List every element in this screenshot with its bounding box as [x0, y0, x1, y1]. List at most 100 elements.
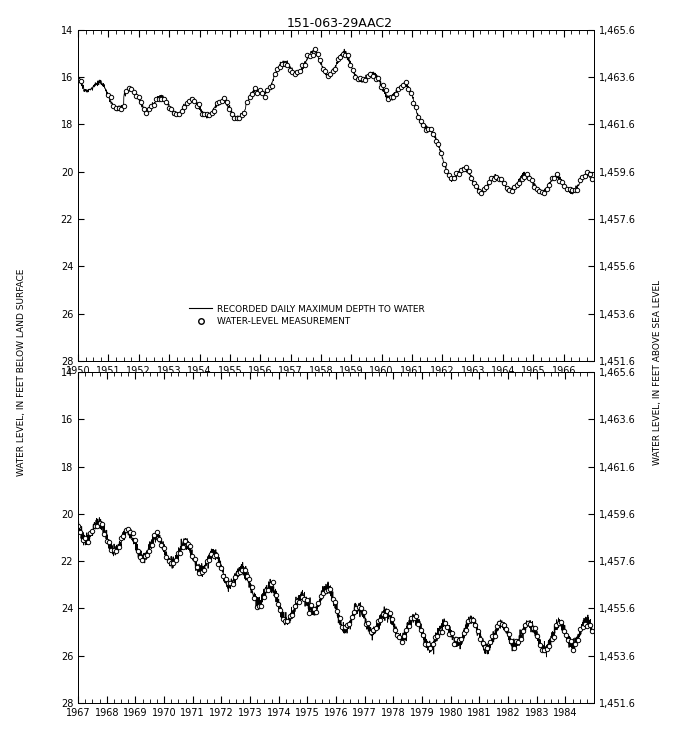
- Point: [365, 626, 376, 638]
- Point: [196, 108, 207, 120]
- Point: [498, 619, 509, 631]
- Point: [172, 547, 183, 559]
- Point: [587, 173, 598, 185]
- Point: [390, 88, 401, 100]
- Point: [470, 618, 481, 630]
- Point: [289, 600, 300, 612]
- Point: [576, 171, 587, 183]
- Point: [130, 534, 141, 546]
- Point: [163, 555, 174, 567]
- Point: [342, 619, 352, 631]
- Point: [360, 74, 371, 86]
- Point: [128, 527, 139, 539]
- Point: [570, 638, 581, 650]
- Point: [522, 617, 533, 629]
- Point: [551, 168, 562, 180]
- Point: [118, 100, 129, 112]
- Point: [199, 564, 210, 576]
- Point: [153, 533, 164, 545]
- Point: [242, 96, 253, 108]
- Point: [194, 567, 205, 579]
- Point: [363, 617, 374, 629]
- Point: [584, 167, 595, 179]
- Point: [370, 622, 381, 634]
- Point: [113, 542, 124, 554]
- Point: [305, 50, 316, 62]
- Point: [323, 585, 333, 597]
- Point: [547, 173, 557, 185]
- Point: [139, 103, 149, 115]
- Point: [509, 181, 519, 193]
- Point: [287, 66, 298, 78]
- Point: [433, 138, 444, 150]
- Point: [161, 96, 172, 108]
- Point: [131, 90, 142, 102]
- Point: [449, 638, 460, 650]
- Point: [175, 547, 186, 559]
- Point: [285, 610, 295, 622]
- Point: [142, 549, 153, 561]
- Point: [532, 182, 543, 194]
- Point: [308, 603, 319, 615]
- Point: [156, 539, 167, 551]
- Point: [410, 101, 421, 113]
- Point: [555, 616, 566, 628]
- Point: [454, 635, 464, 647]
- Point: [539, 644, 550, 656]
- Point: [416, 623, 426, 635]
- Point: [246, 88, 257, 100]
- Point: [153, 93, 164, 105]
- Point: [115, 533, 126, 545]
- Point: [189, 94, 200, 106]
- Point: [295, 65, 306, 77]
- Point: [451, 167, 462, 179]
- Point: [443, 169, 454, 181]
- Point: [258, 591, 269, 603]
- Point: [549, 172, 559, 184]
- Point: [126, 83, 136, 94]
- Point: [572, 184, 583, 196]
- Point: [236, 109, 247, 121]
- Point: [425, 641, 436, 653]
- Point: [345, 60, 356, 71]
- Point: [77, 534, 88, 546]
- Point: [526, 173, 537, 185]
- Point: [327, 65, 338, 77]
- Point: [277, 613, 288, 625]
- Point: [418, 629, 428, 641]
- Point: [242, 571, 253, 583]
- Point: [584, 619, 595, 631]
- Point: [418, 119, 429, 131]
- Point: [134, 551, 145, 562]
- Point: [544, 179, 555, 190]
- Point: [113, 103, 124, 115]
- Point: [148, 100, 159, 112]
- Point: [363, 70, 373, 82]
- Point: [191, 100, 202, 112]
- Point: [453, 168, 464, 180]
- Point: [217, 94, 227, 106]
- Point: [367, 71, 378, 83]
- Point: [385, 92, 396, 103]
- Point: [139, 550, 150, 562]
- Point: [315, 589, 326, 601]
- Point: [244, 574, 255, 586]
- Point: [397, 636, 407, 648]
- Point: [403, 83, 414, 94]
- Point: [553, 618, 564, 629]
- Point: [479, 183, 490, 195]
- Point: [521, 168, 532, 180]
- Point: [158, 542, 169, 554]
- Point: [133, 91, 144, 103]
- Point: [582, 166, 593, 178]
- Point: [356, 603, 367, 615]
- Point: [302, 49, 313, 61]
- Point: [566, 184, 577, 196]
- Point: [229, 112, 240, 124]
- Point: [220, 573, 231, 585]
- Point: [479, 641, 490, 653]
- Point: [541, 643, 552, 655]
- Point: [373, 615, 384, 627]
- Point: [94, 517, 105, 529]
- Point: [375, 81, 386, 93]
